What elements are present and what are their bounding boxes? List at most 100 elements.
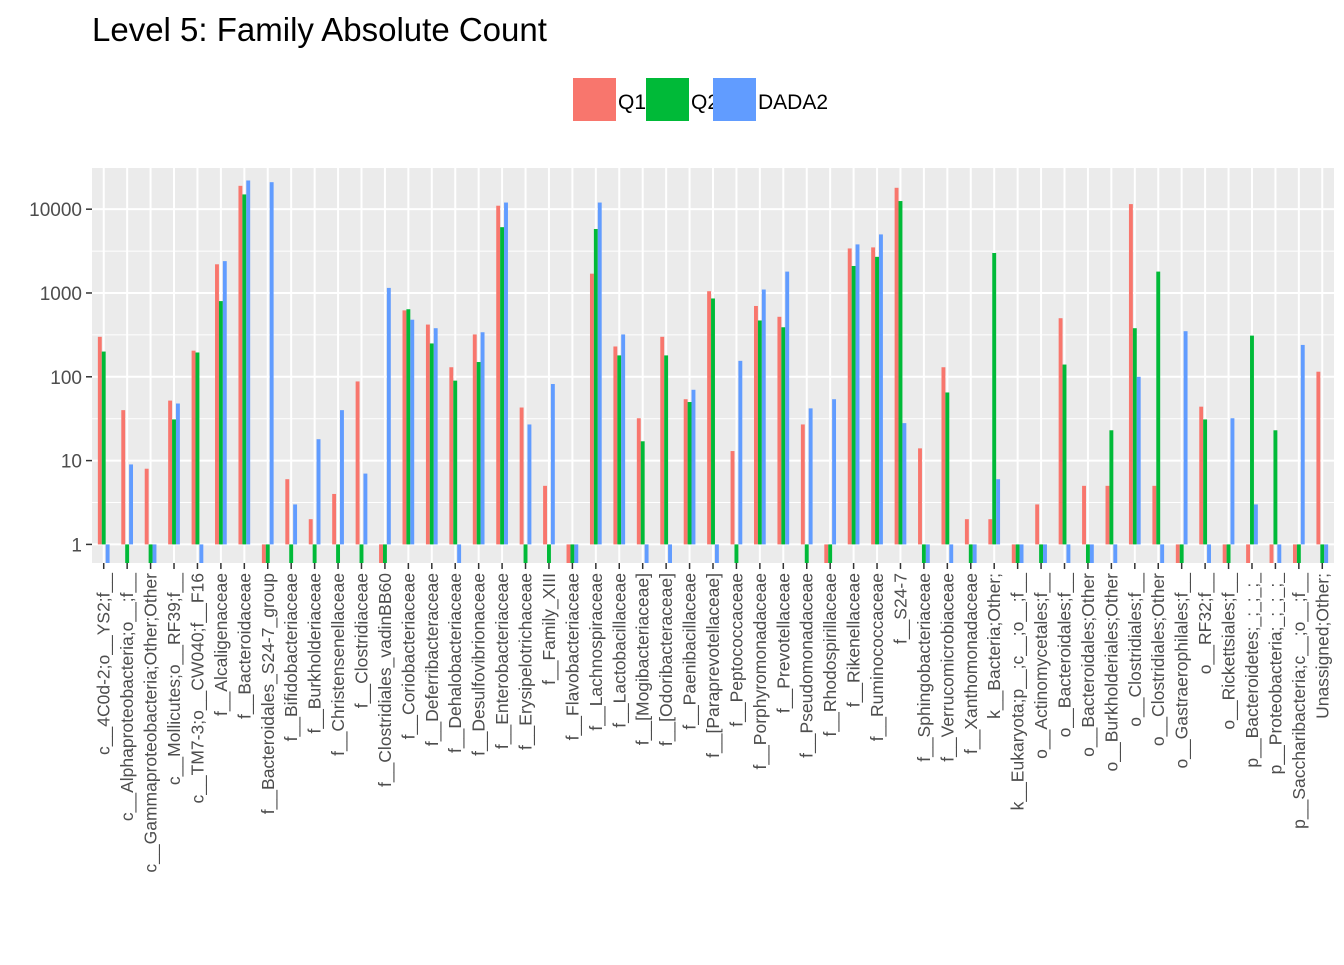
bar-q2 [382,544,387,563]
bar-dada2 [1066,544,1071,563]
bar-q2 [898,201,903,545]
bar-dada2 [433,328,438,545]
bar-q1 [543,485,548,545]
bar-q1 [660,336,665,545]
x-tick-label: o__Burkholderiales;Other [1101,573,1122,772]
bar-q1 [636,418,641,545]
x-tick-label: f__Prevotellaceae [773,573,794,713]
bar-q2 [476,362,481,545]
bar-q2 [640,441,645,545]
bar-dada2 [902,423,907,545]
bar-q1 [1082,485,1086,545]
bar-q2 [1273,430,1278,545]
legend-key-q1 [573,78,616,121]
bar-q2 [523,544,528,563]
bar-q1 [191,350,196,545]
x-tick-label: f__Peptococcaceae [726,573,747,727]
x-tick-label: f__Coriobacteriaceae [398,573,419,739]
x-tick-label: c__4C0d-2;o__YS2;f__ [94,573,115,755]
x-tick-label: f__[Paraprevotellaceae] [703,573,724,758]
bar-dada2 [1136,376,1141,545]
y-tick-label: 100 [50,368,82,389]
bar-dada2 [129,464,134,545]
x-tick-label: f__S24-7 [890,573,911,644]
bar-q2 [711,298,715,545]
bar-q1 [1152,485,1157,545]
bar-dada2 [621,334,626,545]
bar-dada2 [949,544,954,563]
bar-q1 [168,400,173,545]
bar-q2 [968,544,973,563]
bar-dada2 [668,544,672,563]
x-tick-label: c__Mollicutes;o__RF39;f__ [164,573,185,785]
x-tick-label: p__Proteobacteria;_;_;_;_ [1265,573,1286,775]
bar-q1 [1105,485,1110,545]
bar-q2 [1296,544,1301,563]
bar-q2 [242,194,247,545]
legend-label-dada2: DADA2 [758,91,828,114]
bar-q1 [964,519,969,545]
bar-q1 [847,248,852,545]
bar-q1 [379,544,383,563]
x-tick-label: Unassigned;Other; [1312,573,1332,719]
bar-q2 [1203,419,1208,545]
x-axis: c__4C0d-2;o__YS2;f__ c__Alphaproteobacter… [94,563,1332,873]
bar-q2 [664,355,669,545]
bar-q2 [593,229,598,545]
bar-q1 [683,399,688,545]
bar-dada2 [1019,544,1024,563]
x-tick-label: f__Clostridiales_vadinBB60 [375,573,396,787]
bar-q1 [285,479,290,545]
bar-q2 [1062,364,1067,545]
bar-q2 [734,544,739,563]
bar-dada2 [574,544,579,563]
bar-dada2 [1089,544,1094,563]
bar-dada2 [832,399,837,545]
x-tick-label: o__Bacteroidales;Other [1078,573,1099,757]
bar-q1 [332,493,337,545]
bar-dada2 [644,544,649,563]
bar-dada2 [785,271,790,545]
bar-q2 [1226,544,1231,563]
y-tick-label: 10 [61,452,82,473]
bar-q1 [1316,371,1321,545]
bar-dada2 [175,403,180,545]
x-tick-label: f__Sphingobacteriaceae [914,573,935,762]
bar-dada2 [340,410,344,545]
x-tick-label: f__[Odoribacteraceae] [656,573,677,746]
bar-q2 [1250,335,1254,545]
bar-q2 [218,301,223,545]
x-tick-label: f__Flavobacteriaceae [562,573,583,740]
bar-dada2 [1160,544,1165,563]
x-tick-label: f__Pseudomonadaceae [797,573,818,758]
bar-q2 [757,320,762,545]
bar-q2 [851,265,856,545]
x-tick-label: f__Christensenellaceae [328,573,349,756]
x-tick-label: o__Clostridiales;Other [1148,573,1169,746]
bar-q2 [453,380,458,545]
x-tick-label: f__Paenibacillaceae [680,573,701,730]
bar-dada2 [316,439,321,545]
legend-key-dada2 [713,78,756,121]
bar-dada2 [761,289,766,545]
bar-q2 [406,309,411,545]
legend-label-q1: Q1 [618,91,646,114]
bar-q2 [500,227,505,545]
y-axis: 1 10 100 1000 10000 [29,200,92,556]
bar-q2 [1179,544,1184,563]
bar-q1 [402,310,407,545]
bar-q2 [1039,544,1044,563]
bar-q1 [1011,544,1016,563]
bar-dada2 [550,384,555,545]
x-tick-label: f__Xanthomonadaceae [961,573,982,754]
legend-label-q2: Q2 [691,91,719,114]
bar-q2 [1156,271,1161,545]
y-tick-label: 1 [71,535,82,556]
x-tick-label: f__Alcaligenaceae [211,573,232,716]
x-tick-label: f__Burkholderiaceae [305,573,326,734]
bar-q2 [828,544,833,563]
bar-dada2 [152,544,157,563]
bar-dada2 [410,319,415,545]
bar-dada2 [597,202,602,545]
